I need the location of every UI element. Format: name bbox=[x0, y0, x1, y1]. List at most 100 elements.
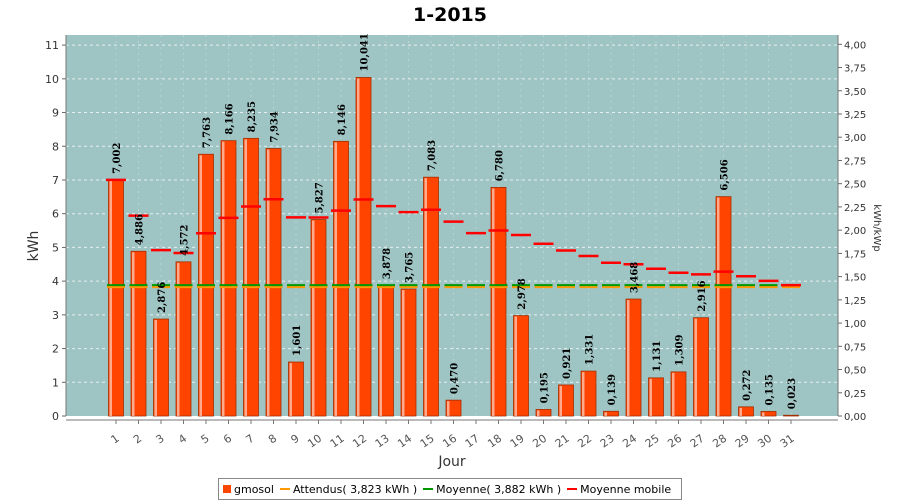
data-label: 0,272 bbox=[742, 369, 753, 400]
y-right-tick-label: 0,25 bbox=[844, 389, 866, 400]
x-tick-label: 5 bbox=[199, 432, 212, 447]
legend-swatch-moyenne-mobile bbox=[567, 488, 578, 490]
bar-highlight bbox=[492, 188, 495, 416]
bar-highlight bbox=[672, 372, 675, 416]
bar-highlight bbox=[582, 372, 585, 416]
data-label: 8,235 bbox=[247, 101, 258, 132]
bar bbox=[445, 399, 462, 417]
y-tick-label: 8 bbox=[52, 140, 59, 153]
data-label: 3,765 bbox=[405, 252, 416, 283]
x-tick-label: 1 bbox=[109, 432, 122, 447]
x-tick-label: 4 bbox=[176, 432, 189, 447]
y-tick-label: 1 bbox=[52, 376, 59, 389]
x-axis-title: Jour bbox=[437, 454, 466, 470]
bar-highlight bbox=[289, 363, 292, 416]
y-tick-label: 4 bbox=[52, 275, 59, 288]
bar-highlight bbox=[514, 316, 517, 416]
y-tick-label: 6 bbox=[52, 208, 59, 221]
legend-label-gmosol: gmosol bbox=[234, 482, 274, 496]
y-right-tick-label: 3,00 bbox=[844, 133, 866, 144]
bar-highlight bbox=[694, 318, 697, 416]
bar-highlight bbox=[649, 378, 652, 416]
data-label: 6,780 bbox=[495, 150, 506, 181]
x-tick-label: 21 bbox=[553, 432, 572, 451]
y-tick-label: 5 bbox=[52, 241, 59, 254]
y-right-tick-label: 2,50 bbox=[844, 180, 866, 191]
x-tick-label: 2 bbox=[131, 432, 144, 447]
x-tick-label: 31 bbox=[778, 432, 797, 451]
legend-label-moyenne: Moyenne( 3,882 kWh ) bbox=[436, 482, 562, 496]
x-tick-label: 27 bbox=[688, 432, 707, 451]
bar-highlight bbox=[627, 300, 630, 416]
y-right-tick-label: 0,75 bbox=[844, 342, 866, 353]
y-right-tick-label: 4,00 bbox=[844, 40, 866, 51]
legend-item-attendus: Attendus( 3,823 kWh ) bbox=[279, 482, 418, 496]
data-label: 6,506 bbox=[720, 159, 731, 190]
bar-highlight bbox=[424, 178, 427, 416]
y-tick-label: 11 bbox=[45, 39, 59, 52]
y-right-tick-label: 2,25 bbox=[844, 203, 866, 214]
data-label: 1,131 bbox=[652, 341, 663, 372]
bar bbox=[400, 288, 417, 417]
bar-highlight bbox=[379, 286, 382, 416]
bar-highlight bbox=[132, 252, 135, 416]
bar-highlight bbox=[357, 78, 360, 417]
bar bbox=[490, 186, 507, 417]
legend: gmosol Attendus( 3,823 kWh ) Moyenne( 3,… bbox=[218, 478, 683, 500]
y-right-tick-label: 1,50 bbox=[844, 273, 866, 284]
data-label: 7,934 bbox=[270, 111, 281, 142]
y-axis-right-title: kWh/kWp bbox=[871, 204, 882, 251]
x-tick-label: 28 bbox=[710, 432, 729, 451]
data-label: 8,166 bbox=[225, 103, 236, 134]
data-label: 4,886 bbox=[135, 214, 146, 245]
x-tick-label: 22 bbox=[575, 432, 594, 451]
x-tick-label: 15 bbox=[418, 432, 437, 451]
y-tick-label: 10 bbox=[45, 73, 59, 86]
bar-highlight bbox=[109, 180, 112, 416]
plot-area bbox=[66, 35, 838, 416]
bar bbox=[738, 406, 754, 417]
bar bbox=[265, 148, 282, 417]
x-tick-label: 23 bbox=[598, 432, 617, 451]
data-label: 1,601 bbox=[292, 325, 303, 356]
bar bbox=[648, 377, 664, 417]
bar-highlight bbox=[244, 139, 247, 416]
x-tick-label: 29 bbox=[733, 432, 752, 451]
data-label: 8,146 bbox=[337, 104, 348, 135]
data-label: 5,827 bbox=[315, 182, 326, 213]
y-right-tick-label: 1,00 bbox=[844, 319, 866, 330]
y-tick-label: 2 bbox=[52, 343, 59, 356]
x-tick-label: 10 bbox=[305, 432, 324, 451]
legend-item-gmosol: gmosol bbox=[223, 483, 274, 496]
y-right-tick-label: 3,25 bbox=[844, 110, 866, 121]
bar-highlight bbox=[267, 149, 270, 417]
bar-highlight bbox=[559, 385, 562, 416]
data-label: 2,978 bbox=[517, 278, 528, 309]
x-tick-label: 18 bbox=[485, 432, 504, 451]
data-label: 7,083 bbox=[427, 140, 438, 171]
y-right-tick-label: 1,25 bbox=[844, 296, 866, 307]
x-tick-label: 30 bbox=[755, 432, 774, 451]
data-label: 4,572 bbox=[180, 224, 191, 255]
legend-item-moyenne-mobile: Moyenne mobile bbox=[567, 483, 671, 496]
bar bbox=[513, 315, 529, 417]
bar bbox=[783, 414, 799, 417]
data-label: 1,331 bbox=[585, 334, 596, 365]
bar bbox=[603, 410, 619, 417]
x-tick-label: 9 bbox=[289, 432, 302, 447]
bar bbox=[355, 77, 372, 417]
y-right-tick-label: 2,00 bbox=[844, 226, 866, 237]
x-tick-label: 14 bbox=[395, 432, 414, 451]
y-tick-label: 9 bbox=[52, 107, 59, 120]
legend-label-attendus: Attendus( 3,823 kWh ) bbox=[292, 482, 418, 496]
bar-highlight bbox=[177, 262, 180, 416]
legend-swatch-moyenne bbox=[423, 488, 434, 490]
bar bbox=[288, 361, 304, 417]
bar bbox=[558, 384, 574, 417]
y-tick-label: 7 bbox=[52, 174, 59, 187]
bar bbox=[220, 140, 237, 417]
bar bbox=[760, 411, 777, 417]
bar bbox=[670, 371, 687, 417]
x-tick-label: 24 bbox=[620, 432, 639, 451]
bar bbox=[693, 317, 709, 417]
